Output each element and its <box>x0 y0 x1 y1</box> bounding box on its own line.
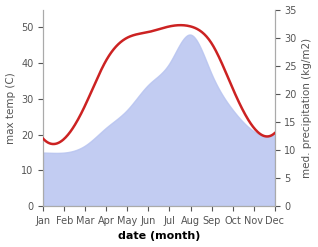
Y-axis label: med. precipitation (kg/m2): med. precipitation (kg/m2) <box>302 38 313 178</box>
X-axis label: date (month): date (month) <box>118 231 200 242</box>
Y-axis label: max temp (C): max temp (C) <box>5 72 16 144</box>
